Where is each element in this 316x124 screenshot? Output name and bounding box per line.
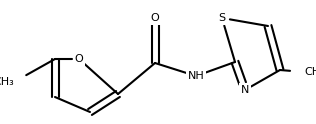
Text: O: O [151, 13, 159, 23]
Text: CH₃: CH₃ [0, 77, 14, 87]
Text: NH: NH [188, 71, 204, 81]
Text: CH₃: CH₃ [304, 67, 316, 77]
Text: S: S [218, 13, 226, 23]
Text: O: O [75, 54, 83, 64]
Text: N: N [241, 85, 249, 95]
